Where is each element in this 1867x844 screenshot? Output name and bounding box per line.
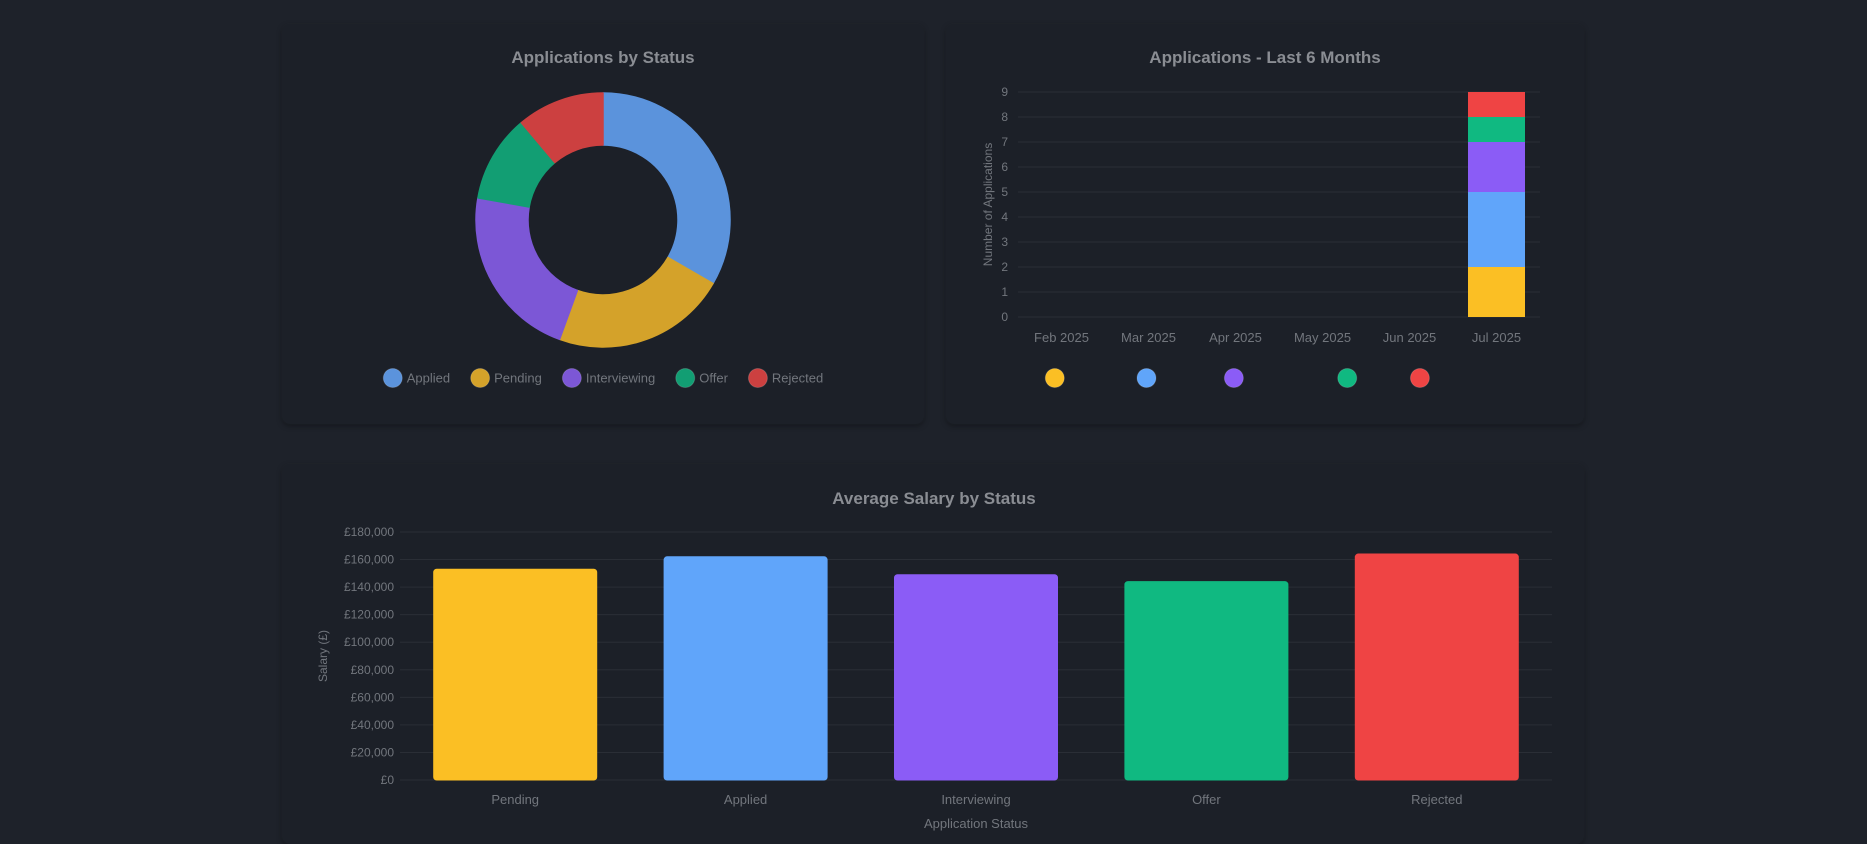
status-chart-card: Applications by Status Applied Pending Inte… [282,24,924,424]
salary-bar-offer[interactable] [1124,581,1289,781]
y-tick-label: £120,000 [344,608,394,622]
y-tick-label: 3 [1001,235,1008,249]
y-tick-label: £40,000 [351,718,395,732]
chart-title: Applications by Status [511,48,694,67]
chart-title: Applications - Last 6 Months [1149,48,1380,67]
y-tick-label: 2 [1001,260,1008,274]
legend-label-rejected[interactable]: Rejected [772,371,823,386]
y-tick-label: 5 [1001,185,1008,199]
x-tick-label: Jul 2025 [1472,330,1521,345]
y-tick-label: £20,000 [351,745,395,759]
status-doughnut-chart: Applications by Status Applied Pending Inte… [382,48,823,388]
x-tick-label: Feb 2025 [1034,330,1089,345]
y-tick-label: 1 [1001,285,1008,299]
bar-segment-pending[interactable] [1468,267,1525,317]
y-tick-label: £160,000 [344,553,394,567]
legend-swatch-interviewing[interactable] [561,368,582,388]
y-tick-label: 9 [1001,85,1008,99]
y-tick-label: £140,000 [344,580,394,594]
salary-bar-interviewing[interactable] [894,574,1058,781]
x-tick-label: Rejected [1411,792,1462,807]
x-tick-label: Apr 2025 [1209,330,1262,345]
x-tick-label: Interviewing [941,792,1010,807]
monthly-stacked-bar-chart: Applications - Last 6 Months 0 1 2 3 4 5 6 7 8 9 Nu… [981,48,1540,388]
legend-swatch-offer[interactable] [1337,368,1358,388]
salary-chart-card: Average Salary by Status £0 £20,000 £40,000… [282,464,1584,844]
legend-swatch-rejected[interactable] [747,368,768,388]
y-tick-label: 4 [1001,210,1008,224]
y-tick-label: 0 [1001,310,1008,324]
salary-bar-chart: Average Salary by Status £0 £20,000 £40,000… [316,489,1552,831]
doughnut-slice-pending[interactable] [558,256,714,348]
y-tick-label: 7 [1001,135,1008,149]
salary-bar-applied[interactable] [663,556,828,781]
y-axis-label: Number of Applications [981,143,995,266]
monthly-chart-card: Applications - Last 6 Months 0 1 2 3 4 5 6 7 8 9 Nu… [946,24,1584,424]
x-tick-label: Offer [1192,792,1221,807]
x-axis-label: Application Status [924,816,1029,831]
legend-swatch-offer[interactable] [675,368,696,388]
bar-segment-offer[interactable] [1468,117,1525,142]
y-axis-label: Salary (£) [316,630,330,682]
legend-swatch-interviewing[interactable] [1223,368,1244,388]
legend-swatch-applied[interactable] [382,368,403,388]
legend-swatch-pending[interactable] [1044,368,1065,388]
chart-title: Average Salary by Status [832,489,1035,508]
y-tick-label: 8 [1001,110,1008,124]
x-tick-label: Mar 2025 [1121,330,1176,345]
doughnut-slice-applied[interactable] [602,92,731,285]
legend-swatch-applied[interactable] [1136,368,1157,388]
bar-segment-rejected[interactable] [1468,92,1525,117]
legend-label-interviewing[interactable]: Interviewing [586,371,655,386]
bar-segment-applied[interactable] [1468,192,1525,267]
legend-swatch-rejected[interactable] [1409,368,1430,388]
salary-bar-rejected[interactable] [1354,553,1519,781]
x-tick-label: Jun 2025 [1383,330,1437,345]
legend-swatch-pending[interactable] [470,368,491,388]
y-tick-label: £80,000 [351,663,395,677]
x-tick-label: Pending [491,792,539,807]
doughnut-slice-rejected[interactable] [520,92,604,164]
doughnut-slice-interviewing[interactable] [475,197,579,341]
bar-segment-interviewing[interactable] [1468,142,1525,192]
y-tick-label: £180,000 [344,525,394,539]
x-tick-label: Applied [724,792,767,807]
y-tick-label: 6 [1001,160,1008,174]
legend-label-pending[interactable]: Pending [494,371,542,386]
legend-label-applied[interactable]: Applied [407,371,450,386]
legend-label-offer[interactable]: Offer [699,371,728,386]
y-tick-label: £60,000 [351,690,395,704]
y-tick-label: £0 [381,773,395,787]
salary-bar-pending[interactable] [433,568,598,781]
y-tick-label: £100,000 [344,635,394,649]
x-tick-label: May 2025 [1294,330,1351,345]
